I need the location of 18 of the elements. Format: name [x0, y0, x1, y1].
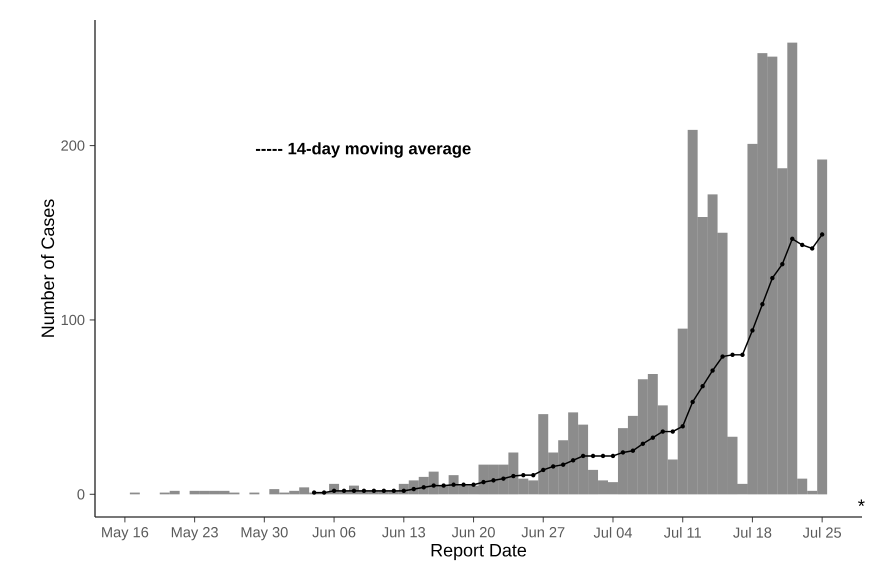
y-tick-label: 200: [61, 140, 84, 151]
x-tick-label: Jun 06: [312, 527, 356, 538]
x-tick-label: Jul 04: [594, 527, 632, 538]
text: ----- 14-day moving average: [256, 142, 471, 158]
x-tick-label: Jul 25: [802, 527, 842, 538]
x-tick-label: Jul 11: [664, 527, 701, 538]
y-tick-label: 0: [77, 489, 84, 500]
x-tick-label: Jun 27: [522, 527, 564, 538]
x-tick-label: May 16: [102, 527, 148, 540]
x-axis-title: Report Date: [432, 544, 526, 560]
y-axis-title: Number of Cases: [40, 199, 54, 337]
y-tick-label: 100: [62, 314, 84, 326]
x-tick-label: Jul 18: [733, 527, 772, 538]
x-tick-label: May 23: [172, 527, 218, 540]
annotation: *: [858, 500, 865, 506]
x-tick-label: Jun 13: [382, 527, 426, 538]
x-tick-label: May 30: [242, 527, 288, 540]
x-tick-label: Jun 20: [452, 527, 495, 538]
